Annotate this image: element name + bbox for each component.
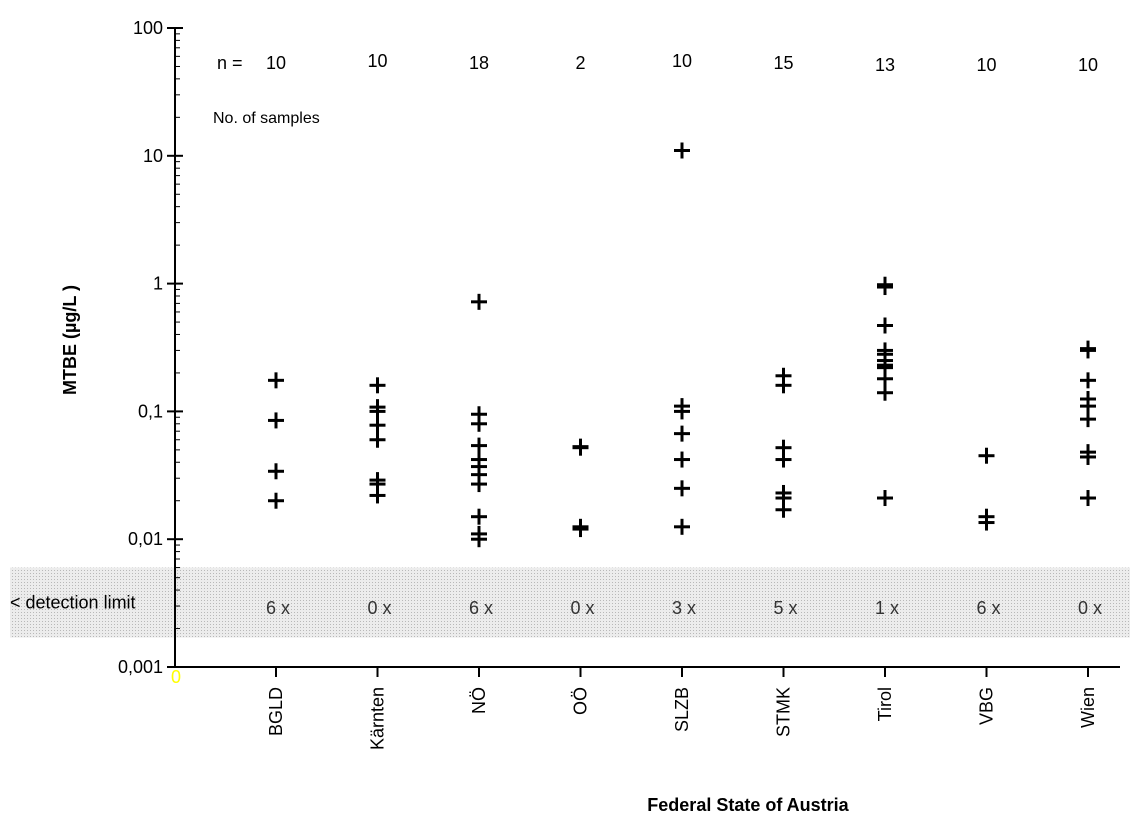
data-point	[471, 476, 487, 493]
data-point	[471, 531, 487, 548]
data-point	[471, 415, 487, 432]
data-point	[268, 412, 284, 429]
category-label: Kärnten	[368, 687, 388, 750]
below-limit-count: 6 x	[976, 598, 1000, 618]
data-point	[268, 492, 284, 509]
data-point	[369, 417, 386, 434]
data-point	[369, 377, 386, 394]
sample-counts: n = 10 10 18 2 10 15 13 10 10	[217, 51, 1098, 75]
data-point	[268, 372, 284, 389]
y-tick-label: 0,001	[118, 657, 163, 677]
data-point	[775, 377, 792, 394]
data-point	[978, 514, 995, 531]
category-label: VBG	[977, 687, 997, 725]
data-point	[1080, 448, 1096, 465]
data-point	[268, 463, 284, 480]
data-point	[1080, 411, 1096, 428]
detection-limit-band	[10, 567, 1130, 638]
origin-label: 0	[171, 667, 181, 687]
y-tick-label: 100	[133, 18, 163, 38]
below-limit-count: 1 x	[875, 598, 899, 618]
sample-count-prefix: n =	[217, 53, 243, 73]
y-tick-label: 1	[153, 274, 163, 294]
data-point	[572, 439, 589, 456]
data-point	[674, 480, 690, 497]
below-limit-count: 6 x	[266, 598, 290, 618]
sample-count: 10	[976, 55, 996, 75]
below-limit-count: 6 x	[469, 598, 493, 618]
category-label: Tirol	[875, 687, 895, 721]
data-point	[1080, 342, 1096, 359]
sample-count: 10	[266, 53, 286, 73]
data-point	[877, 370, 893, 387]
data-point	[674, 451, 690, 468]
sample-count: 10	[672, 51, 692, 71]
data-point	[877, 490, 893, 507]
data-point	[674, 403, 690, 420]
data-point	[369, 487, 386, 504]
detection-limit-label: < detection limit	[10, 593, 136, 613]
category-label: STMK	[774, 687, 794, 737]
below-limit-count: 0 x	[367, 598, 391, 618]
data-point	[674, 425, 690, 442]
data-point	[877, 317, 893, 334]
data-point	[1080, 490, 1096, 507]
data-point	[877, 384, 893, 401]
below-limit-count: 0 x	[1078, 598, 1102, 618]
data-point	[674, 142, 690, 159]
category-label: SLZB	[672, 687, 692, 732]
data-point	[775, 501, 792, 518]
category-label: BGLD	[266, 687, 286, 736]
data-point	[471, 508, 487, 525]
y-axis-title: MTBE (µg/L )	[60, 285, 80, 395]
data-markers	[268, 142, 1096, 548]
data-point	[471, 293, 487, 310]
sample-count: 18	[469, 53, 489, 73]
x-axis-title: Federal State of Austria	[647, 795, 849, 815]
category-label: NÖ	[469, 687, 489, 714]
data-point	[877, 279, 893, 296]
sample-count-note: No. of samples	[213, 110, 320, 127]
data-point	[572, 521, 589, 538]
data-point	[369, 403, 386, 420]
below-limit-count: 3 x	[672, 598, 696, 618]
y-tick-label: 0,01	[128, 529, 163, 549]
y-tick-label: 0,1	[138, 401, 163, 421]
y-tick-label: 10	[143, 146, 163, 166]
data-point	[978, 447, 995, 464]
data-point	[1080, 372, 1096, 389]
category-label: Wien	[1078, 687, 1098, 728]
sample-count: 10	[367, 51, 387, 71]
sample-count: 13	[875, 55, 895, 75]
y-axis-ticks: 0,001 0,01 0,1 1 10 100	[118, 18, 183, 677]
below-limit-count: 0 x	[570, 598, 594, 618]
data-point	[674, 518, 690, 535]
x-axis-category-labels: BGLD Kärnten NÖ OÖ SLZB STMK Tirol VBG Wien	[266, 667, 1098, 750]
data-point	[369, 431, 386, 448]
data-point	[471, 437, 487, 454]
data-point	[775, 451, 792, 468]
detection-limit-counts: 6 x 0 x 6 x 0 x 3 x 5 x 1 x 6 x 0 x	[266, 598, 1102, 618]
sample-count: 10	[1078, 55, 1098, 75]
below-limit-count: 5 x	[773, 598, 797, 618]
sample-count: 2	[575, 53, 585, 73]
category-label: OÖ	[571, 687, 591, 715]
sample-count: 15	[773, 53, 793, 73]
